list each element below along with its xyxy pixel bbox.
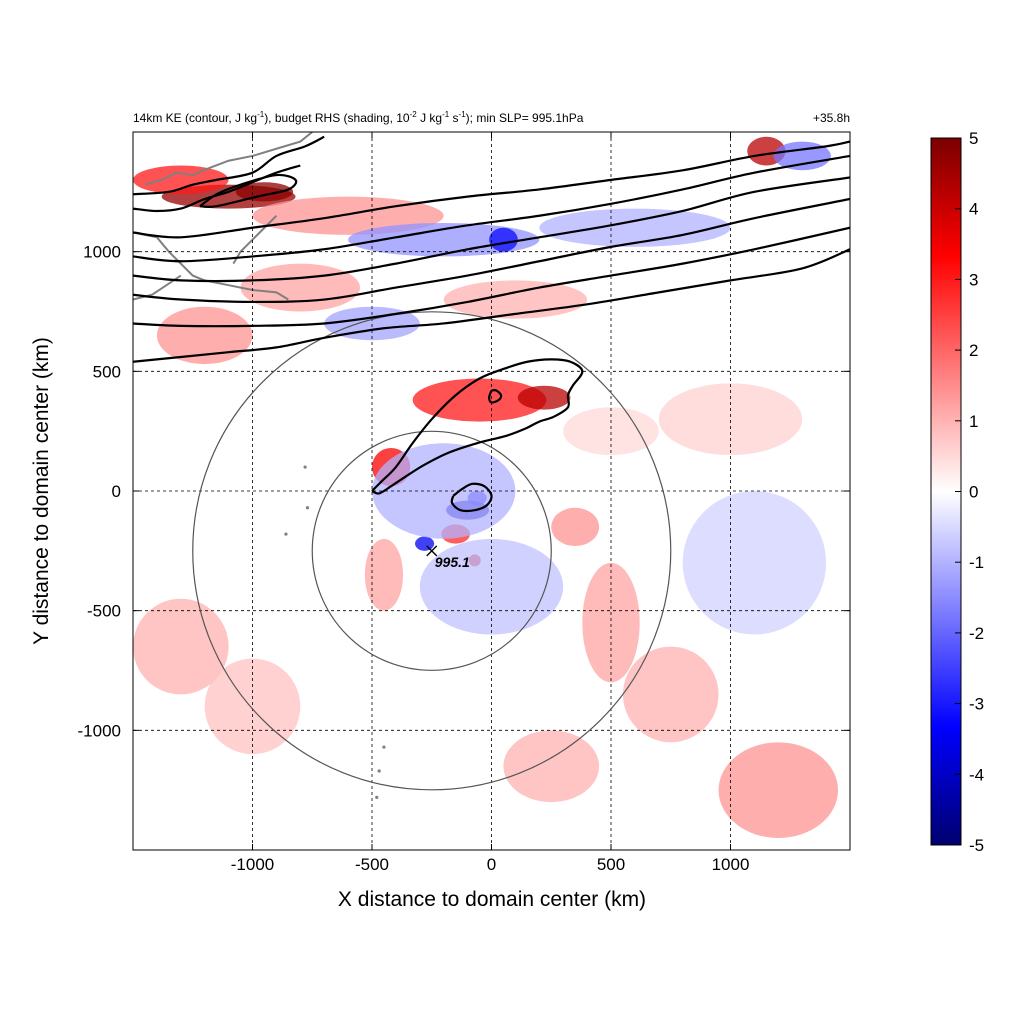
- shading-feature-28: [682, 491, 827, 635]
- y-axis-label: Y distance to domain center (km): [30, 337, 53, 645]
- chart-title: 14km KE (contour, J kg-1), budget RHS (s…: [133, 110, 584, 125]
- shading-feature-24: [718, 742, 839, 838]
- title-sup1: -1: [257, 110, 265, 119]
- colorbar-tick-label: 4: [969, 200, 978, 219]
- forecast-time-label: +35.8h: [813, 111, 850, 125]
- shading-feature-29: [658, 383, 803, 456]
- title-mid3: s: [449, 111, 458, 125]
- shading-feature-19: [240, 263, 361, 312]
- ke-contour-layer: [133, 135, 850, 512]
- title-sup2: -2: [410, 110, 418, 119]
- title-mid1: ), budget RHS (shading, 10: [264, 111, 410, 125]
- ke-contour-3: [133, 197, 850, 304]
- colorbar-tick-label: 5: [969, 129, 978, 148]
- colorbar: 5 4 3 2 1 0 -1 -2 -3 -4 -5: [930, 129, 984, 855]
- colorbar-tick-label: 0: [969, 483, 978, 502]
- shading-feature-12: [133, 165, 229, 195]
- range-ring-layer: [192, 311, 672, 791]
- title-pre: 14km KE (contour, J kg: [133, 111, 257, 125]
- colorbar-ticks: 5 4 3 2 1 0 -1 -2 -3 -4 -5: [955, 129, 984, 855]
- island-dot-2: [375, 795, 379, 799]
- shading-layer: [133, 136, 839, 838]
- colorbar-tick-label: -2: [969, 624, 984, 643]
- shading-feature-8: [372, 443, 516, 539]
- x-tick-label: 1000: [712, 855, 750, 874]
- shading-feature-18: [156, 306, 253, 365]
- colorbar-tick-label: -4: [969, 765, 984, 784]
- shading-feature-31: [364, 538, 404, 611]
- ke-contour-11: [488, 389, 503, 404]
- tick-layer: -1000 -500 0 500 1000 -1000 -500 0 500 1000: [78, 132, 850, 874]
- storm-marker-layer: 995.1: [426, 545, 470, 570]
- shading-feature-25: [133, 598, 229, 695]
- title-sup4: -1: [459, 110, 467, 119]
- range-ring-500km: [311, 430, 552, 671]
- y-tick-label: 1000: [83, 243, 121, 262]
- coastline-1: [144, 132, 313, 186]
- colorbar-tick-label: 1: [969, 412, 978, 431]
- title-sup3: -1: [442, 110, 450, 119]
- shading-feature-33: [563, 407, 659, 456]
- y-tick-label: 500: [93, 362, 121, 381]
- title-post: ); min SLP= 995.1hPa: [466, 111, 584, 125]
- storm-center-marker: [426, 545, 438, 557]
- ke-contour-2: [133, 176, 850, 283]
- shading-feature-1: [517, 385, 571, 410]
- x-axis-label: X distance to domain center (km): [338, 888, 646, 911]
- title-mid2: J kg: [417, 111, 442, 125]
- island-dot-3: [305, 506, 310, 510]
- island-dot-1: [377, 769, 381, 773]
- coastline-3: [232, 215, 278, 265]
- ke-contour-6: [133, 135, 325, 196]
- ke-contour-8: [199, 173, 298, 208]
- x-tick-label: 500: [597, 855, 625, 874]
- shading-feature-9: [419, 538, 564, 635]
- x-tick-label: -500: [355, 855, 389, 874]
- range-ring-1000km: [192, 311, 672, 791]
- colorbar-gradient: [930, 137, 962, 846]
- x-tick-label: -1000: [231, 855, 274, 874]
- island-dot-4: [284, 532, 288, 536]
- shading-feature-21: [539, 208, 731, 247]
- island-dot-5: [303, 465, 307, 469]
- island-dot-0: [382, 745, 386, 749]
- ke-contour-10: [450, 482, 493, 512]
- colorbar-tick-label: -3: [969, 695, 984, 714]
- y-tick-label: -1000: [78, 721, 121, 740]
- colorbar-tick-label: -1: [969, 553, 984, 572]
- shading-feature-15: [489, 227, 518, 252]
- y-tick-label: -500: [87, 602, 121, 621]
- y-tick-label: 0: [112, 482, 121, 501]
- shading-feature-26: [204, 658, 301, 755]
- ke-contour-1: [133, 154, 850, 263]
- ke-contour-4: [133, 226, 850, 328]
- min-slp-label: 995.1: [435, 554, 470, 570]
- plot-area: 995.1: [132, 131, 851, 851]
- shading-feature-11: [235, 182, 294, 202]
- ke-contour-9: [371, 358, 584, 495]
- coastline-0: [133, 231, 289, 301]
- shading-feature-22: [582, 562, 640, 683]
- colorbar-tick-label: 3: [969, 270, 978, 289]
- shading-feature-0: [412, 378, 547, 422]
- colorbar-tick-label: -5: [969, 836, 984, 855]
- ke-contour-0: [133, 140, 850, 239]
- x-tick-label: 0: [487, 855, 496, 874]
- ke-contour-5: [133, 248, 850, 363]
- shading-feature-27: [503, 730, 600, 803]
- shading-feature-30: [551, 507, 600, 547]
- shading-feature-23: [622, 646, 719, 743]
- colorbar-tick-label: 2: [969, 341, 978, 360]
- shading-feature-7: [415, 536, 435, 551]
